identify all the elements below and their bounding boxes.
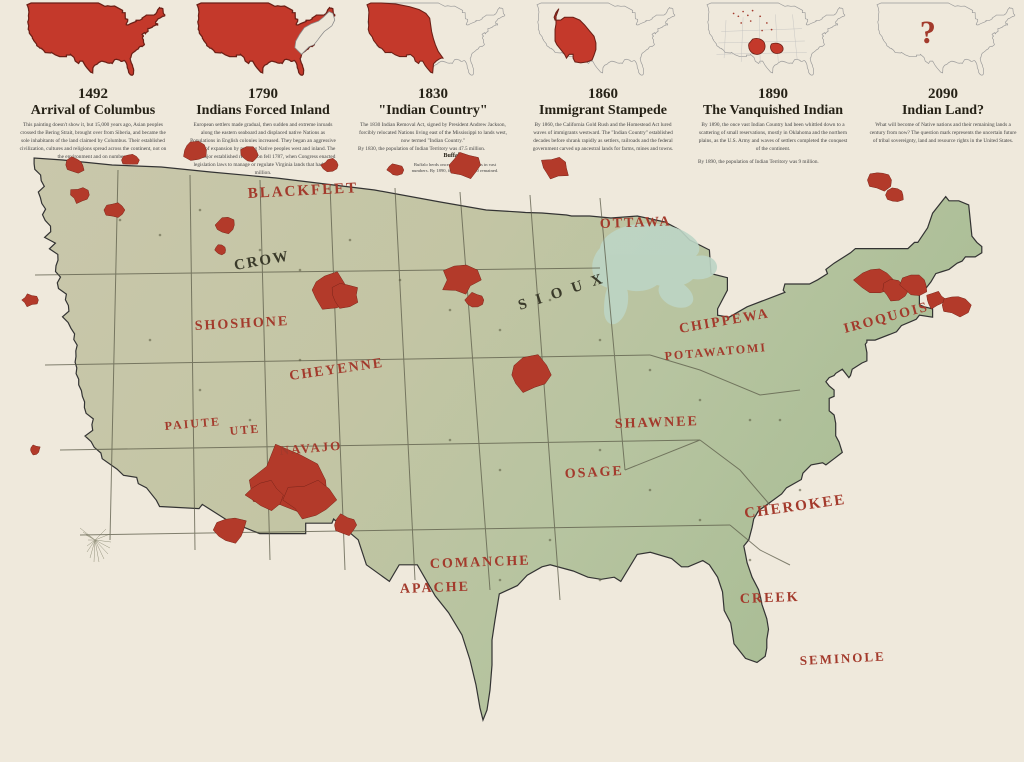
svg-text:UTE: UTE	[229, 421, 261, 438]
svg-text:SHOSHONE: SHOSHONE	[194, 314, 289, 334]
svg-text:CHEROKEE: CHEROKEE	[743, 492, 847, 522]
svg-text:CREEK: CREEK	[740, 590, 800, 607]
svg-text:APACHE: APACHE	[400, 580, 471, 597]
svg-text:BLACKFEET: BLACKFEET	[247, 180, 358, 202]
svg-text:PAIUTE: PAIUTE	[164, 414, 221, 433]
svg-text:POTAWATOMI: POTAWATOMI	[664, 340, 768, 363]
svg-text:SEMINOLE: SEMINOLE	[799, 649, 886, 668]
svg-text:OSAGE: OSAGE	[564, 464, 624, 482]
svg-text:OTTAWA: OTTAWA	[600, 215, 672, 232]
svg-text:CROW: CROW	[233, 248, 291, 274]
svg-text:NAVAJO: NAVAJO	[279, 438, 343, 458]
svg-text:SHAWNEE: SHAWNEE	[615, 414, 700, 432]
svg-text:CHEYENNE: CHEYENNE	[288, 356, 385, 384]
svg-text:SIOUX: SIOUX	[516, 268, 614, 313]
svg-text:COMANCHE: COMANCHE	[430, 553, 531, 572]
svg-text:IROQUOIS: IROQUOIS	[842, 300, 930, 337]
svg-text:CHIPPEWA: CHIPPEWA	[678, 306, 771, 337]
